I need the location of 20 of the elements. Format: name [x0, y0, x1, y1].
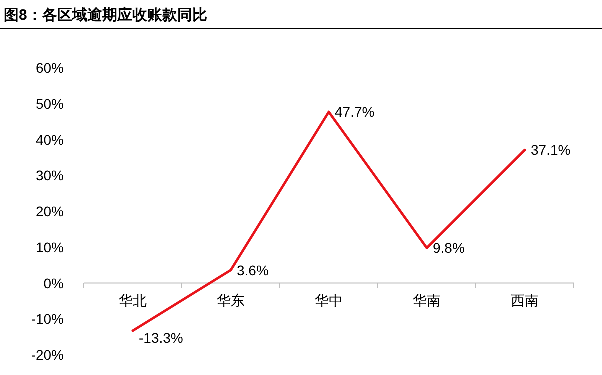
x-tick-label: 华中 — [315, 292, 343, 308]
data-label: 9.8% — [433, 240, 465, 256]
x-tick-label: 华东 — [217, 292, 245, 308]
y-tick-label: 10% — [36, 239, 64, 256]
data-label: -13.3% — [139, 330, 184, 346]
x-tick-label: 华南 — [413, 292, 441, 308]
y-tick-label: 50% — [36, 96, 64, 112]
y-tick-label: 30% — [36, 168, 64, 184]
data-label: 47.7% — [335, 104, 375, 120]
data-label: 37.1% — [531, 142, 571, 158]
y-tick-label: 0% — [44, 275, 64, 292]
x-tick-label: 西南 — [511, 292, 539, 308]
y-tick-label: -10% — [31, 311, 64, 328]
chart-title: 图8：各区域逾期应收账款同比 — [4, 6, 208, 24]
y-tick-label: 40% — [36, 132, 64, 148]
y-tick-label: 20% — [36, 204, 64, 220]
y-tick-label: 60% — [36, 60, 64, 76]
y-tick-label: -20% — [31, 347, 64, 363]
data-label: 3.6% — [237, 262, 269, 278]
x-tick-label: 华北 — [119, 292, 147, 308]
